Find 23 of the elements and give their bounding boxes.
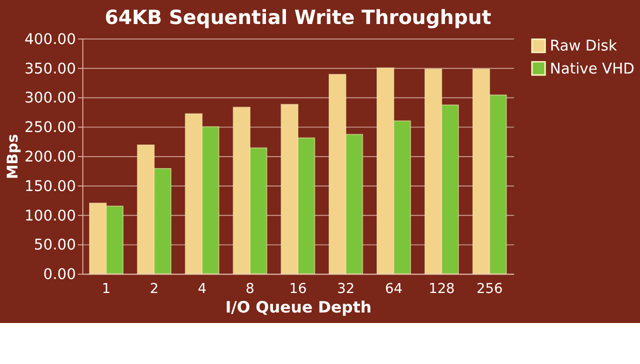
y-tick-label: 100.00	[24, 207, 76, 224]
y-tick-label: 300.00	[24, 90, 76, 107]
x-tick-label: 4	[198, 280, 206, 297]
y-tick-label: 200.00	[24, 148, 76, 166]
x-tick-label: 8	[246, 280, 254, 297]
y-tick-label: 350.00	[24, 60, 76, 78]
y-tick-label: 50.00	[34, 236, 76, 254]
x-tick-label: 128	[428, 280, 455, 297]
x-tick-label: 1	[102, 280, 111, 297]
x-axis-title: I/O Queue Depth	[225, 297, 372, 316]
chart-title: 64KB Sequential Write Throughput	[104, 6, 492, 29]
x-tick-label: 16	[289, 280, 307, 297]
legend-label: Raw Disk	[550, 38, 618, 55]
y-axis-title: MBps	[4, 134, 22, 180]
x-tick-label: 64	[385, 280, 403, 297]
x-tick-label: 2	[150, 280, 159, 297]
x-tick-label: 256	[476, 280, 503, 297]
legend-label: Native VHD	[550, 60, 634, 78]
y-tick-label: 250.00	[24, 119, 76, 136]
y-tick-label: 0.00	[43, 266, 76, 284]
y-tick-label: 150.00	[24, 178, 76, 195]
y-tick-label: 400.00	[24, 30, 76, 48]
x-tick-label: 32	[337, 280, 355, 297]
